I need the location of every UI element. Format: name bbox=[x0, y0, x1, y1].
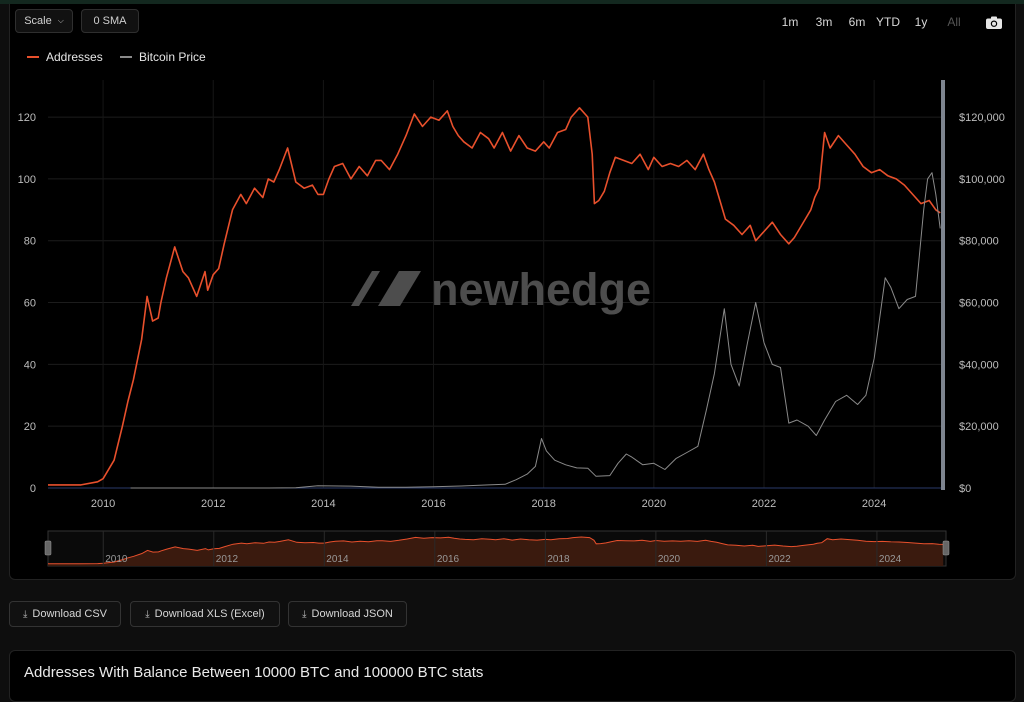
navigator-handle-left[interactable] bbox=[44, 540, 52, 556]
navigator-tick-label: 2022 bbox=[768, 554, 791, 565]
x-tick-label: 2014 bbox=[311, 498, 335, 510]
download-xls-label: Download XLS (Excel) bbox=[154, 608, 265, 620]
download-json-label: Download JSON bbox=[311, 608, 393, 620]
chevron-down-icon: ⌵ bbox=[57, 16, 64, 25]
scale-dropdown[interactable]: Scale ⌵ bbox=[15, 9, 73, 33]
legend-label-bitcoin-price: Bitcoin Price bbox=[139, 50, 206, 64]
newhedge-wordmark: newhedge bbox=[431, 264, 651, 315]
addresses-swatch bbox=[27, 56, 39, 58]
y-right-tick-label: $0 bbox=[959, 483, 971, 495]
download-csv-label: Download CSV bbox=[32, 608, 107, 620]
legend-item-addresses[interactable]: Addresses bbox=[27, 50, 103, 64]
navigator-handle-right[interactable] bbox=[942, 540, 950, 556]
y-right-tick-label: $40,000 bbox=[959, 359, 999, 371]
y-right-tick-label: $80,000 bbox=[959, 236, 999, 248]
download-icon: ⤓ bbox=[302, 608, 307, 620]
y-right-tick-label: $60,000 bbox=[959, 298, 999, 310]
navigator-line bbox=[48, 536, 944, 565]
x-tick-label: 2010 bbox=[91, 498, 115, 510]
navigator-tick-label: 2016 bbox=[437, 554, 460, 565]
range-1y[interactable]: 1y bbox=[914, 15, 928, 29]
navigator-area bbox=[48, 537, 944, 566]
y-left-tick-label: 60 bbox=[24, 298, 36, 310]
chart-svg: newhedge 0 20 40 60 80 100 120 $0 $20,000 $40,000… bbox=[18, 80, 1005, 567]
current-position-bar bbox=[941, 80, 945, 490]
navigator-tick-label: 2018 bbox=[547, 554, 570, 565]
download-icon: ⤓ bbox=[145, 608, 150, 620]
x-tick-label: 2016 bbox=[421, 498, 445, 510]
y-left-tick-label: 100 bbox=[18, 174, 36, 186]
y-left-tick-label: 0 bbox=[30, 483, 36, 495]
newhedge-logo-mark bbox=[351, 271, 421, 306]
sma-label: 0 SMA bbox=[93, 15, 127, 27]
x-tick-label: 2022 bbox=[752, 498, 776, 510]
x-tick-label: 2024 bbox=[862, 498, 886, 510]
download-xls-button[interactable]: ⤓ Download XLS (Excel) bbox=[130, 601, 280, 627]
legend-label-addresses: Addresses bbox=[46, 50, 103, 64]
scale-label: Scale bbox=[24, 15, 52, 27]
download-icon: ⤓ bbox=[22, 608, 28, 620]
range-1m[interactable]: 1m bbox=[781, 15, 799, 29]
navigator-tick-label: 2010 bbox=[105, 554, 128, 565]
stats-panel: Addresses With Balance Between 10000 BTC… bbox=[9, 650, 1016, 702]
top-accent-strip bbox=[0, 0, 1024, 4]
range-navigator[interactable]: 2010 2012 2014 2016 2018 2020 2022 2024 bbox=[44, 530, 950, 567]
download-csv-button[interactable]: ⤓ Download CSV bbox=[9, 601, 121, 627]
series-line-bitcoin-price bbox=[130, 172, 941, 489]
newhedge-watermark: newhedge bbox=[351, 264, 651, 315]
y-left-tick-label: 20 bbox=[24, 421, 36, 433]
chart-panel bbox=[9, 4, 1016, 580]
y-right-tick-label: $100,000 bbox=[959, 174, 1005, 186]
camera-icon[interactable] bbox=[986, 16, 1002, 29]
stats-title: Addresses With Balance Between 10000 BTC… bbox=[24, 664, 484, 681]
series-line-addresses bbox=[48, 107, 941, 486]
sma-button[interactable]: 0 SMA bbox=[81, 9, 139, 33]
navigator-tick-label: 2014 bbox=[326, 554, 349, 565]
bitcoin-price-swatch bbox=[120, 56, 132, 58]
y-left-tick-label: 120 bbox=[18, 112, 36, 124]
range-6m[interactable]: 6m bbox=[848, 15, 866, 29]
legend-item-bitcoin-price[interactable]: Bitcoin Price bbox=[120, 50, 206, 64]
navigator-tick-label: 2012 bbox=[216, 554, 239, 565]
download-json-button[interactable]: ⤓ Download JSON bbox=[288, 601, 407, 627]
y-right-tick-label: $120,000 bbox=[959, 112, 1005, 124]
x-tick-label: 2012 bbox=[201, 498, 225, 510]
range-all[interactable]: All bbox=[947, 15, 961, 29]
range-ytd[interactable]: YTD bbox=[876, 15, 900, 29]
navigator-tick-label: 2020 bbox=[658, 554, 681, 565]
y-left-tick-label: 40 bbox=[24, 359, 36, 371]
x-tick-label: 2018 bbox=[531, 498, 555, 510]
navigator-tick-label: 2024 bbox=[879, 554, 902, 565]
y-left-tick-label: 80 bbox=[24, 236, 36, 248]
y-right-tick-label: $20,000 bbox=[959, 421, 999, 433]
x-tick-label: 2020 bbox=[642, 498, 666, 510]
range-3m[interactable]: 3m bbox=[815, 15, 833, 29]
